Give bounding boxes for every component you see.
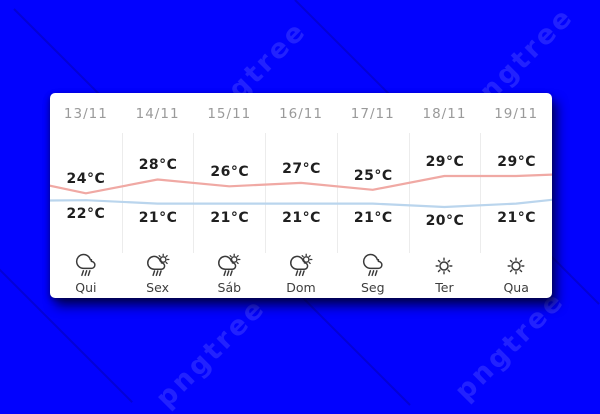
high-temp-label: 29°C [497, 154, 537, 170]
date-label: 13/11 [63, 106, 108, 122]
forecast-day-column[interactable]: 18/11 29°C 20°C Ter [408, 93, 481, 298]
low-temp-label: 21°C [353, 209, 393, 226]
date-label: 15/11 [207, 106, 252, 122]
sun-rain-cloud-icon [265, 253, 337, 279]
watermark-text: pngtree [149, 291, 273, 414]
low-temp-label: 21°C [138, 209, 178, 226]
chart-cell: 25°C 21°C [336, 133, 409, 253]
high-temp-label: 25°C [353, 167, 393, 184]
day-name-label: Dom [286, 280, 316, 295]
chart-cell: 29°C 21°C [480, 133, 552, 253]
day-name-label: Sex [146, 280, 169, 295]
low-temp-label: 21°C [282, 209, 321, 226]
day-name-label: Qua [503, 280, 529, 295]
weather-widget-card: 13/11 24°C 22°C Qui 14/11 28°C 21°C Sex … [50, 93, 552, 298]
chart-cell: 26°C 21°C [193, 133, 265, 253]
forecast-day-column[interactable]: 15/11 26°C 21°C Sáb [193, 93, 265, 298]
rain-cloud-icon [50, 253, 122, 279]
sun-icon [409, 253, 481, 279]
sun-rain-cloud-icon [193, 253, 265, 279]
date-label: 19/11 [494, 106, 539, 122]
day-name-label: Ter [435, 280, 454, 295]
sun-rain-cloud-icon [122, 253, 194, 279]
day-name-label: Seg [360, 280, 385, 295]
forecast-day-column[interactable]: 13/11 24°C 22°C Qui [50, 93, 122, 298]
low-temp-label: 22°C [66, 206, 106, 223]
chart-cell: 24°C 22°C [50, 133, 122, 253]
date-label: 17/11 [350, 106, 395, 122]
chart-cell: 27°C 21°C [265, 133, 337, 253]
high-temp-label: 26°C [210, 164, 250, 181]
high-temp-label: 28°C [138, 157, 178, 174]
watermark-text: pngtree [448, 284, 572, 408]
low-temp-label: 21°C [497, 209, 537, 226]
chart-cell: 29°C 20°C [408, 133, 481, 253]
date-label: 18/11 [422, 106, 467, 122]
forecast-day-column[interactable]: 19/11 29°C 21°C Qua [480, 93, 552, 298]
forecast-day-column[interactable]: 16/11 27°C 21°C Dom [265, 93, 337, 298]
rain-cloud-icon [337, 253, 409, 279]
forecast-columns: 13/11 24°C 22°C Qui 14/11 28°C 21°C Sex … [50, 93, 552, 298]
date-label: 14/11 [135, 106, 180, 122]
high-temp-label: 24°C [66, 171, 106, 188]
day-name-label: Sáb [217, 280, 242, 295]
sun-icon [480, 253, 552, 279]
high-temp-label: 27°C [282, 160, 321, 177]
high-temp-label: 29°C [425, 154, 465, 170]
low-temp-label: 20°C [425, 213, 465, 230]
low-temp-label: 21°C [210, 209, 250, 226]
forecast-day-column[interactable]: 17/11 25°C 21°C Seg [336, 93, 409, 298]
forecast-day-column[interactable]: 14/11 28°C 21°C Sex [121, 93, 194, 298]
day-name-label: Qui [75, 280, 97, 295]
date-label: 16/11 [279, 106, 323, 122]
chart-cell: 28°C 21°C [121, 133, 194, 253]
